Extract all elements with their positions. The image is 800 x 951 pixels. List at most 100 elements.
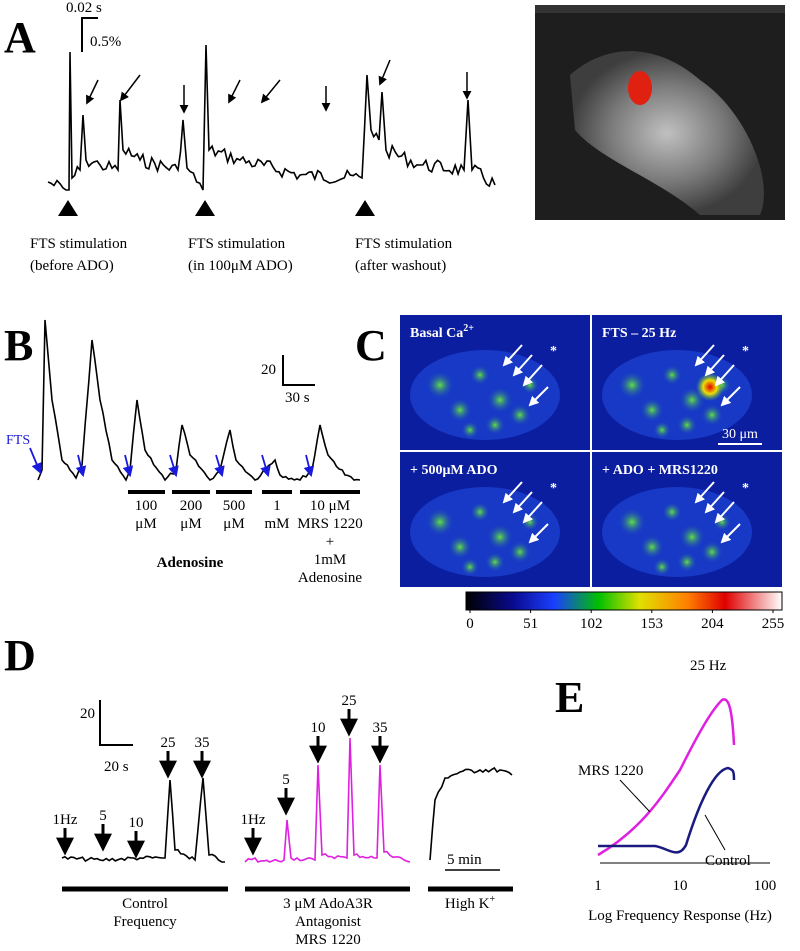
cell bbox=[662, 502, 682, 522]
caption: FTS stimulation bbox=[188, 236, 286, 252]
scale-label: 0.02 s bbox=[66, 0, 102, 16]
cell bbox=[662, 365, 682, 385]
axis-title: Log Frequency Response (Hz) bbox=[588, 908, 772, 924]
cell bbox=[487, 524, 513, 550]
arrow bbox=[522, 501, 543, 524]
panel-label: B bbox=[4, 321, 33, 370]
colorbar-tick-label: 204 bbox=[701, 616, 724, 632]
condition-label: Control bbox=[122, 896, 168, 912]
curve bbox=[597, 698, 736, 857]
cell bbox=[618, 508, 646, 536]
trace bbox=[244, 737, 411, 863]
frequency-label: 35 bbox=[195, 735, 210, 751]
frequency-label: 1Hz bbox=[53, 812, 78, 828]
colorbar-tick-label: 0 bbox=[466, 616, 474, 632]
dose-label: mM bbox=[264, 516, 289, 532]
panel-label: E bbox=[555, 673, 584, 722]
scale-label: 20 s bbox=[104, 759, 129, 775]
scale-label: 30 s bbox=[285, 390, 310, 406]
caption: FTS stimulation bbox=[355, 236, 453, 252]
arrow bbox=[502, 344, 523, 367]
dose-label: μM bbox=[135, 516, 156, 532]
colorbar-tick-label: 51 bbox=[523, 616, 538, 632]
arrow bbox=[512, 491, 533, 514]
label-text: + 500μM ADO bbox=[410, 463, 498, 478]
cell bbox=[618, 371, 646, 399]
frequency-label: 10 bbox=[129, 815, 144, 831]
stim-label: FTS bbox=[6, 433, 30, 448]
caption: (in 100μM ADO) bbox=[188, 258, 293, 274]
stim-arrows bbox=[29, 447, 315, 478]
arrow bbox=[694, 344, 715, 367]
trace bbox=[61, 777, 225, 863]
quadrant-label: Basal Ca2+ bbox=[410, 323, 474, 341]
label-text: High K bbox=[445, 896, 490, 912]
frequency-label: 25 bbox=[342, 693, 357, 709]
cell bbox=[509, 541, 531, 563]
dose-label: 500 bbox=[223, 498, 246, 514]
cell bbox=[701, 404, 723, 426]
arrow bbox=[714, 501, 735, 524]
annotation: 25 Hz bbox=[690, 658, 727, 674]
arrow bbox=[714, 364, 735, 387]
arrow bbox=[502, 481, 523, 504]
dose-label: + bbox=[326, 534, 334, 550]
scale-label: 0.5% bbox=[90, 34, 121, 50]
scale-label: 5 min bbox=[447, 852, 482, 868]
series-label: Control bbox=[705, 853, 751, 869]
dose-label: 100 bbox=[135, 498, 158, 514]
frequency-label: 5 bbox=[99, 808, 107, 824]
cell bbox=[487, 387, 513, 413]
curve bbox=[598, 766, 736, 854]
dose-label: 10 μM bbox=[310, 498, 350, 514]
colorbar-tick-label: 255 bbox=[762, 616, 785, 632]
x-tick-label: 1 bbox=[594, 878, 602, 894]
cell bbox=[485, 552, 505, 572]
cell bbox=[448, 535, 472, 559]
colorbar-tick-label: 102 bbox=[580, 616, 603, 632]
caption: FTS stimulation bbox=[30, 236, 128, 252]
cell bbox=[640, 398, 664, 422]
arrow bbox=[512, 354, 533, 377]
cell bbox=[485, 415, 505, 435]
scale-bar bbox=[81, 17, 98, 52]
cell bbox=[679, 524, 705, 550]
scale-label: 30 μm bbox=[722, 427, 758, 442]
arrow bbox=[528, 523, 549, 544]
trace bbox=[47, 44, 496, 191]
caption: (before ADO) bbox=[30, 258, 114, 274]
dose-label: 1 bbox=[273, 498, 281, 514]
panel-label: C bbox=[355, 321, 387, 370]
frequency-label: 5 bbox=[282, 772, 290, 788]
asterisk: * bbox=[742, 481, 749, 496]
cell bbox=[677, 552, 697, 572]
x-tick-label: 10 bbox=[673, 878, 688, 894]
cell bbox=[448, 398, 472, 422]
quadrant-label: FTS – 25 Hz bbox=[602, 326, 676, 341]
series-label: MRS 1220 bbox=[578, 763, 643, 779]
arrow bbox=[720, 523, 741, 544]
trace bbox=[429, 766, 513, 861]
caption: (after washout) bbox=[355, 258, 446, 274]
label-text: + ADO + MRS1220 bbox=[602, 463, 718, 478]
leader-line bbox=[619, 779, 651, 813]
roi bbox=[628, 71, 652, 105]
dose-label: MRS 1220 bbox=[297, 516, 362, 532]
arrows bbox=[86, 59, 472, 114]
condition-label: Frequency bbox=[113, 914, 177, 930]
frequency-label: 25 bbox=[161, 735, 176, 751]
arrow bbox=[528, 386, 549, 407]
dose-label: 1mM bbox=[314, 552, 347, 568]
panel-label: A bbox=[4, 13, 36, 62]
cell bbox=[701, 541, 723, 563]
leader-line bbox=[704, 814, 726, 851]
cell bbox=[509, 404, 531, 426]
cell bbox=[461, 558, 479, 576]
group-label: Adenosine bbox=[157, 555, 224, 571]
cell bbox=[470, 502, 490, 522]
scale-label: 20 bbox=[80, 706, 95, 722]
trace bbox=[37, 319, 361, 482]
frequency-label: 35 bbox=[373, 720, 388, 736]
label-sup: 2+ bbox=[463, 323, 474, 334]
